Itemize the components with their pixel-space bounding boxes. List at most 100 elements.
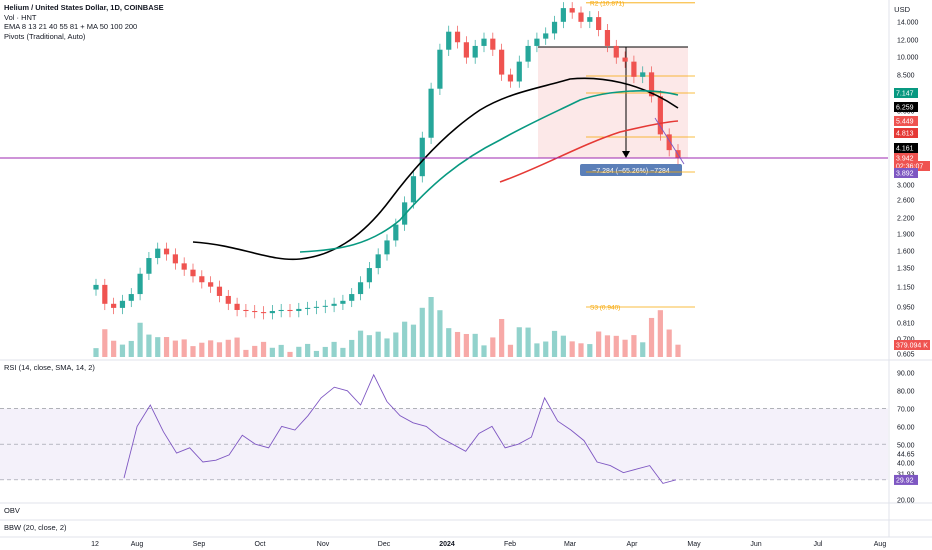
candle bbox=[578, 12, 584, 22]
trend-line bbox=[654, 117, 685, 165]
price-tick: 0.950 bbox=[897, 305, 915, 312]
candle bbox=[128, 294, 134, 301]
volume-bar bbox=[163, 337, 170, 357]
price-tick: 1.900 bbox=[897, 232, 915, 239]
candle bbox=[393, 224, 399, 241]
pivots-legend[interactable]: Pivots (Traditional, Auto) bbox=[4, 31, 86, 41]
time-tick: Sep bbox=[193, 541, 206, 548]
measure-text: −7.284 (−65.26%) −7284 bbox=[592, 168, 670, 175]
price-badge bbox=[894, 161, 930, 171]
volume-bar bbox=[278, 344, 284, 357]
rsi-badge bbox=[894, 474, 918, 485]
price-badge-text: 4.161 bbox=[896, 146, 914, 153]
candle bbox=[419, 137, 425, 177]
candle bbox=[384, 240, 390, 255]
volume-bar bbox=[384, 338, 390, 357]
volume-bar bbox=[446, 328, 452, 357]
volume-bar bbox=[569, 341, 575, 357]
candle bbox=[313, 306, 320, 308]
ema-legend[interactable]: EMA 8 13 21 40 55 81 + MA 50 100 200 bbox=[4, 22, 138, 31]
candle bbox=[366, 268, 372, 283]
price-tick: 8.500 bbox=[897, 73, 915, 80]
candle bbox=[190, 269, 196, 277]
candle bbox=[490, 38, 496, 50]
volume-bar bbox=[481, 345, 487, 357]
price-badge-text: 3.942 bbox=[896, 156, 914, 163]
volume-bar bbox=[146, 334, 152, 357]
price-badge bbox=[894, 88, 918, 98]
candle bbox=[331, 303, 337, 306]
volume-bar bbox=[613, 335, 619, 357]
volume-bar bbox=[366, 335, 372, 357]
price-tick: 2.600 bbox=[897, 198, 915, 205]
obv-label[interactable]: OBV bbox=[4, 506, 20, 515]
time-tick: Jul bbox=[814, 541, 823, 548]
volume-bar bbox=[287, 351, 293, 357]
symbol-title[interactable]: Helium / United States Dollar, 1D, COINB… bbox=[4, 3, 164, 12]
candle bbox=[551, 21, 558, 34]
candle bbox=[163, 248, 170, 255]
rsi-tick: 70.00 bbox=[897, 407, 915, 414]
volume-bar bbox=[375, 331, 381, 357]
volume-bar bbox=[534, 343, 540, 357]
volume-bar bbox=[516, 327, 522, 357]
candle bbox=[543, 33, 549, 39]
pane-separators bbox=[0, 0, 932, 538]
rsi-tick: 44.65 bbox=[897, 452, 915, 459]
price-tick: 0.810 bbox=[897, 321, 915, 328]
volume-bar bbox=[640, 342, 646, 357]
candle bbox=[119, 300, 126, 308]
candle bbox=[631, 61, 637, 77]
rsi-label[interactable]: RSI (14, close, SMA, 14, 2) bbox=[4, 363, 95, 372]
time-tick: Oct bbox=[255, 541, 266, 548]
candle bbox=[181, 263, 187, 270]
candle bbox=[269, 311, 275, 314]
volume-bar bbox=[402, 321, 408, 357]
candle bbox=[296, 308, 302, 312]
legend: Helium / United States Dollar, 1D, COINB… bbox=[4, 3, 164, 41]
price-tick: 12.000 bbox=[897, 38, 919, 45]
price-tick: 1.350 bbox=[897, 266, 915, 273]
candle bbox=[93, 284, 99, 290]
candle bbox=[208, 282, 214, 287]
candle bbox=[155, 248, 161, 259]
pivot-label: S3 (0.940) bbox=[590, 305, 620, 312]
time-tick: Nov bbox=[317, 541, 330, 548]
volume-legend[interactable]: Vol · HNT bbox=[4, 12, 37, 22]
volume-bar bbox=[622, 339, 628, 357]
candle bbox=[613, 45, 619, 58]
candle bbox=[560, 8, 566, 22]
candle bbox=[596, 17, 602, 31]
volume-bar bbox=[499, 318, 505, 357]
rsi-badge-text: 29.92 bbox=[896, 477, 914, 484]
bbw-label[interactable]: BBW (20, close, 2) bbox=[4, 523, 67, 532]
candle bbox=[454, 31, 461, 43]
volume-bar bbox=[463, 333, 469, 357]
volume-bar bbox=[596, 331, 602, 357]
candle bbox=[252, 311, 258, 313]
volume-bar bbox=[357, 330, 364, 357]
time-tick: Aug bbox=[131, 541, 144, 548]
candle bbox=[137, 273, 143, 295]
volume-bar bbox=[190, 346, 196, 357]
candle bbox=[463, 42, 469, 58]
price-tick: 3.000 bbox=[897, 183, 915, 190]
price-tick: 2.200 bbox=[897, 216, 915, 223]
rsi-line bbox=[123, 373, 677, 484]
ma-green bbox=[299, 90, 679, 253]
volume-bar bbox=[657, 310, 663, 357]
volume-bar bbox=[648, 317, 655, 357]
candle bbox=[587, 17, 593, 22]
volume-bar bbox=[604, 335, 611, 357]
price-badge bbox=[894, 168, 918, 178]
volume-bar bbox=[349, 339, 355, 357]
price-badge bbox=[894, 143, 918, 153]
volume-bar bbox=[525, 327, 531, 357]
time-tick: Apr bbox=[627, 541, 639, 548]
candle bbox=[216, 286, 223, 296]
volume-bar bbox=[428, 297, 434, 357]
volume-bar bbox=[260, 341, 267, 357]
time-tick: 12 bbox=[91, 541, 99, 548]
volume-bar bbox=[305, 343, 311, 357]
